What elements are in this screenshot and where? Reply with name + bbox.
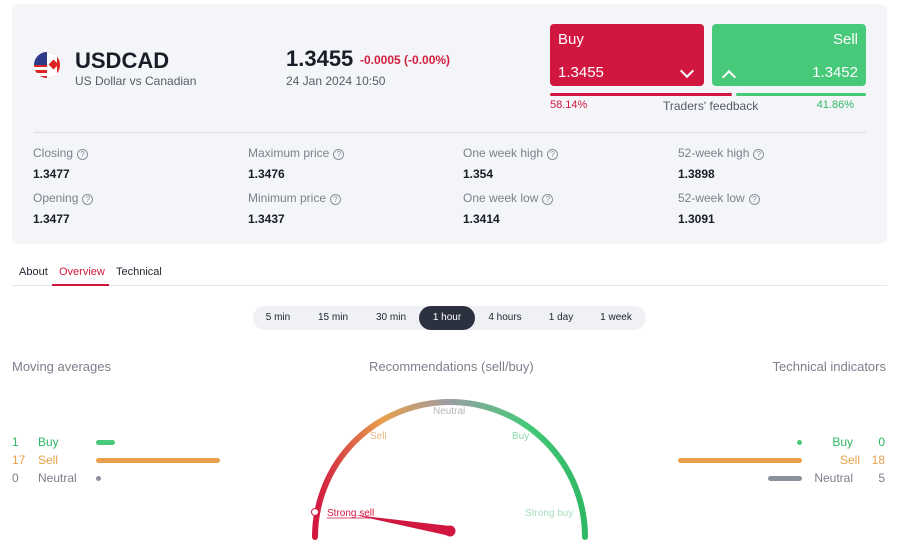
- ti-buy-bar: [797, 440, 802, 445]
- help-circle-icon[interactable]: ?: [547, 149, 559, 160]
- gauge-label-strong-sell: Strong sell: [327, 508, 374, 519]
- gauge-needle-hub: [444, 525, 456, 537]
- interval-30min[interactable]: 30 min: [375, 312, 406, 323]
- stat-year-high-value: 1.3898: [678, 167, 715, 181]
- buy-button[interactable]: Buy 1.3455: [550, 24, 704, 86]
- ti-neutral-bar: [768, 476, 802, 481]
- feedback-title: Traders' feedback: [663, 99, 759, 113]
- tab-about[interactable]: About: [19, 266, 48, 278]
- stat-opening: Opening? 1.3477: [33, 191, 94, 226]
- sell-price: 1.3452: [812, 64, 858, 81]
- divider: [34, 132, 866, 133]
- chevron-down-icon: [679, 63, 695, 79]
- stat-opening-value: 1.3477: [33, 212, 70, 226]
- ti-sell-count: 18: [871, 453, 885, 467]
- stat-min-price: Minimum price? 1.3437: [248, 191, 342, 226]
- ma-sell-count: 17: [12, 453, 26, 467]
- feedback-buy-bar: [550, 93, 732, 96]
- help-circle-icon[interactable]: ?: [330, 194, 342, 205]
- interval-5min[interactable]: 5 min: [265, 312, 291, 323]
- feedback-buy-percent: 58.14%: [550, 99, 588, 111]
- help-circle-icon[interactable]: ?: [82, 194, 94, 205]
- price-change: -0.0005 (-0.00%): [360, 53, 451, 67]
- ma-neutral-count: 0: [12, 471, 19, 485]
- instrument-description: US Dollar vs Canadian: [75, 74, 197, 88]
- gauge-label-neutral: Neutral: [433, 406, 465, 417]
- stat-opening-label: Opening: [33, 191, 79, 205]
- gauge-label-sell: Sell: [370, 431, 387, 442]
- instrument-card: USDCAD US Dollar vs Canadian 1.3455 -0.0…: [12, 4, 887, 244]
- stat-min-price-label: Minimum price: [248, 191, 327, 205]
- stat-max-price-value: 1.3476: [248, 167, 285, 181]
- ma-sell-label: Sell: [38, 453, 59, 467]
- ti-sell-bar: [678, 458, 802, 463]
- sell-button[interactable]: Sell 1.3452: [712, 24, 866, 86]
- price-datetime: 24 Jan 2024 10:50: [286, 74, 386, 88]
- stat-year-low-value: 1.3091: [678, 212, 715, 226]
- feedback-sell-percent: 41.86%: [816, 99, 854, 111]
- stat-week-low-value: 1.3414: [463, 212, 500, 226]
- interval-15min[interactable]: 15 min: [317, 312, 348, 323]
- ma-neutral-bar: [96, 476, 101, 481]
- interval-1hour[interactable]: 1 hour: [419, 306, 475, 330]
- tab-overview[interactable]: Overview: [59, 266, 105, 278]
- stat-week-low-label: One week low: [463, 191, 539, 205]
- help-circle-icon[interactable]: ?: [77, 149, 89, 160]
- interval-selector: 5 min 15 min 30 min 1 hour 4 hours 1 day…: [253, 306, 646, 330]
- stat-closing-label: Closing: [33, 146, 74, 160]
- stat-week-high-label: One week high: [463, 146, 544, 160]
- stat-week-low: One week low? 1.3414: [463, 191, 554, 226]
- tab-technical[interactable]: Technical: [116, 266, 162, 278]
- recommendations-title: Recommendations (sell/buy): [369, 359, 534, 374]
- interval-1day[interactable]: 1 day: [548, 312, 574, 323]
- gauge-label-buy: Buy: [512, 431, 529, 442]
- stat-min-price-value: 1.3437: [248, 212, 285, 226]
- sell-label: Sell: [832, 31, 858, 48]
- ti-buy-count: 0: [878, 435, 885, 449]
- us-ca-flag-icon: [34, 52, 60, 78]
- tab-active-indicator: [52, 284, 109, 286]
- stat-year-high-label: 52-week high: [678, 146, 750, 160]
- gauge-needle: [355, 515, 450, 536]
- help-circle-icon[interactable]: ?: [753, 149, 765, 160]
- ti-neutral-count: 5: [878, 471, 885, 485]
- interval-1week[interactable]: 1 week: [600, 312, 632, 323]
- ma-buy-label: Buy: [38, 435, 59, 449]
- section-tabs: About Overview Technical: [12, 264, 887, 286]
- stat-year-low-label: 52-week low: [678, 191, 745, 205]
- ti-buy-label: Buy: [832, 435, 853, 449]
- help-circle-icon[interactable]: ?: [333, 149, 345, 160]
- buy-label: Buy: [558, 31, 584, 48]
- ma-sell-bar: [96, 458, 220, 463]
- help-circle-icon[interactable]: ?: [748, 194, 760, 205]
- feedback-sell-bar: [736, 93, 866, 96]
- moving-averages-title: Moving averages: [12, 359, 111, 374]
- gauge-arc: [312, 399, 588, 540]
- gauge-label-strong-buy: Strong buy: [525, 508, 573, 519]
- recommendation-gauge: Strong sell Sell Neutral Buy Strong buy: [311, 399, 588, 540]
- ti-neutral-label: Neutral: [814, 471, 853, 485]
- technical-indicators-title: Technical indicators: [772, 359, 886, 374]
- stat-closing-value: 1.3477: [33, 167, 70, 181]
- stat-year-high: 52-week high? 1.3898: [678, 146, 765, 181]
- ma-buy-count: 1: [12, 435, 19, 449]
- stat-week-high: One week high? 1.354: [463, 146, 559, 181]
- stat-year-low: 52-week low? 1.3091: [678, 191, 760, 226]
- help-circle-icon[interactable]: ?: [542, 194, 554, 205]
- instrument-symbol: USDCAD: [75, 48, 170, 73]
- interval-4hours[interactable]: 4 hours: [488, 312, 522, 323]
- buy-price: 1.3455: [558, 64, 604, 81]
- stat-max-price-label: Maximum price: [248, 146, 330, 160]
- chevron-up-icon: [721, 69, 737, 85]
- ti-sell-label: Sell: [839, 453, 860, 467]
- current-price: 1.3455: [286, 46, 354, 71]
- ma-neutral-label: Neutral: [38, 471, 77, 485]
- stat-max-price: Maximum price? 1.3476: [248, 146, 345, 181]
- stat-closing: Closing? 1.3477: [33, 146, 89, 181]
- ma-buy-bar: [96, 440, 115, 445]
- gauge-marker: [311, 508, 319, 516]
- stat-week-high-value: 1.354: [463, 167, 494, 181]
